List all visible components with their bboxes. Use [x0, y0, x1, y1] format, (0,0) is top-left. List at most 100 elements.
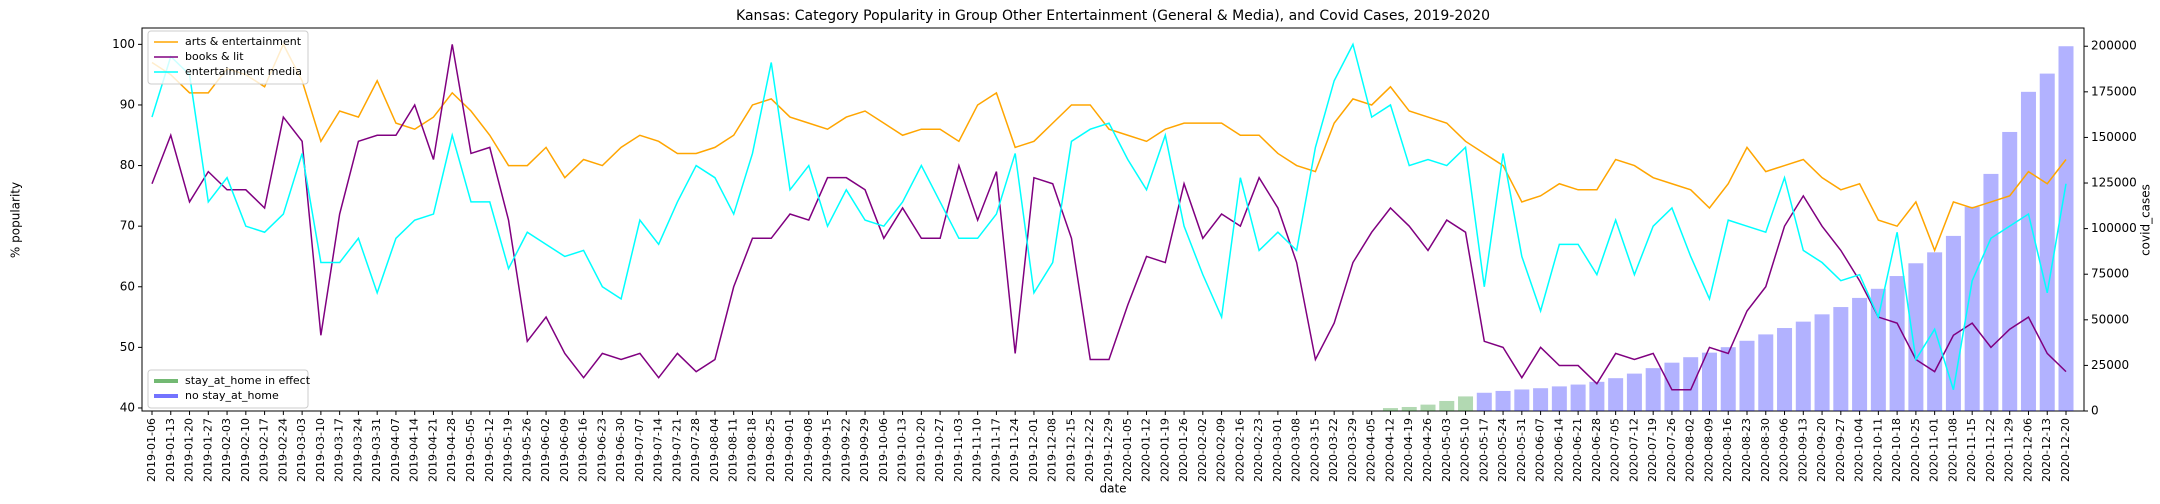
- x-tick-label: 2019-03-03: [295, 418, 308, 482]
- legend-label: arts & entertainment: [185, 35, 302, 48]
- bar: [1777, 328, 1793, 411]
- bar: [1983, 173, 1999, 411]
- x-tick-label: 2019-06-02: [539, 418, 552, 482]
- line: [151, 42, 2067, 253]
- bar: [1964, 206, 1980, 411]
- bar: [1814, 314, 1830, 411]
- bar: [1701, 352, 1717, 411]
- y2-tick-label: 125000: [2091, 176, 2137, 190]
- x-tick-label: 2020-09-06: [1778, 418, 1791, 482]
- x-tick-label: 2020-10-04: [1853, 418, 1866, 482]
- x-tick-label: 2019-01-20: [183, 418, 196, 482]
- x-tick-label: 2020-02-16: [1233, 418, 1246, 482]
- legend-label: books & lit: [185, 50, 244, 63]
- x-tick-label: 2020-02-23: [1252, 418, 1265, 482]
- x-tick-label: 2020-11-08: [1946, 418, 1959, 482]
- bar: [1739, 340, 1755, 411]
- x-tick-label: 2020-10-18: [1890, 418, 1903, 482]
- y-tick-label: 70: [120, 219, 135, 233]
- bar: [2058, 46, 2074, 411]
- y-tick-label: 60: [120, 279, 135, 293]
- x-tick-label: 2019-11-24: [1008, 418, 1021, 482]
- x-tick-label: 2019-09-29: [858, 418, 871, 482]
- x-tick-label: 2020-01-26: [1177, 418, 1190, 482]
- bar: [1758, 334, 1774, 411]
- bar: [1382, 408, 1398, 411]
- x-tick-label: 2019-08-04: [708, 418, 721, 482]
- y2-tick-label: 175000: [2091, 84, 2137, 98]
- x-tick-label: 2019-12-08: [1046, 418, 1059, 482]
- bar: [1645, 368, 1661, 411]
- x-tick-label: 2020-07-19: [1646, 418, 1659, 482]
- x-tick-label: 2019-04-21: [426, 418, 439, 482]
- x-axis-label: date: [1099, 482, 1126, 496]
- bar: [1533, 388, 1549, 411]
- x-tick-label: 2019-02-03: [220, 418, 233, 482]
- x-tick-label: 2019-03-17: [333, 418, 346, 482]
- x-tick-label: 2020-08-09: [1702, 418, 1715, 482]
- x-tick-label: 2019-09-01: [783, 418, 796, 482]
- y-tick-label: 50: [120, 340, 135, 354]
- legend-lines: [147, 30, 309, 85]
- x-tick-label: 2020-12-13: [2040, 418, 2053, 482]
- x-tick-label: 2019-03-31: [370, 418, 383, 482]
- x-tick-label: 2020-01-19: [1158, 418, 1171, 482]
- x-tick-label: 2019-03-24: [351, 418, 364, 482]
- x-tick-label: 2019-09-22: [839, 418, 852, 482]
- x-tick-label: 2020-11-22: [1984, 418, 1997, 482]
- x-tick-label: 2020-12-20: [2059, 418, 2072, 482]
- y2-tick-label: 0: [2091, 404, 2099, 418]
- x-tick-label: 2020-02-02: [1196, 418, 1209, 482]
- x-tick-label: 2020-05-10: [1459, 418, 1472, 482]
- y-axis-label: % popularity: [9, 182, 23, 258]
- line: [151, 42, 2067, 391]
- x-tick-label: 2020-05-31: [1515, 418, 1528, 482]
- x-tick-label: 2019-04-07: [389, 418, 402, 482]
- bar: [1852, 297, 1868, 411]
- x-tick-label: 2020-11-15: [1965, 418, 1978, 482]
- x-tick-label: 2019-12-15: [1064, 418, 1077, 482]
- x-tick-label: 2019-11-17: [989, 418, 1002, 482]
- legend-bars: [147, 369, 309, 409]
- x-tick-label: 2019-05-26: [520, 418, 533, 482]
- x-tick-label: 2019-05-12: [483, 418, 496, 482]
- x-tick-label: 2020-09-27: [1834, 418, 1847, 482]
- x-tick-label: 2020-03-01: [1271, 418, 1284, 482]
- bar: [1870, 288, 1886, 411]
- x-tick-label: 2019-12-22: [1083, 418, 1096, 482]
- bar: [1439, 400, 1455, 411]
- x-tick-label: 2019-01-06: [145, 418, 158, 482]
- bar: [1908, 263, 1924, 411]
- x-tick-label: 2019-08-18: [745, 418, 758, 482]
- x-tick-label: 2019-11-10: [971, 418, 984, 482]
- y-tick-label: 100: [112, 37, 135, 51]
- x-tick-label: 2020-05-03: [1440, 418, 1453, 482]
- x-tick-label: 2019-09-15: [821, 418, 834, 482]
- x-tick-label: 2019-01-13: [164, 418, 177, 482]
- x-tick-label: 2020-08-02: [1684, 418, 1697, 482]
- x-tick-label: 2019-10-06: [877, 418, 890, 482]
- x-tick-label: 2019-04-28: [445, 418, 458, 482]
- x-tick-label: 2019-05-05: [464, 418, 477, 482]
- bar: [1833, 307, 1849, 411]
- bar: [1476, 392, 1492, 411]
- x-tick-label: 2019-01-27: [201, 418, 214, 482]
- x-tick-label: 2020-09-13: [1796, 418, 1809, 482]
- bar: [1945, 235, 1961, 411]
- x-tick-label: 2020-11-01: [1928, 418, 1941, 482]
- x-tick-label: 2019-10-13: [896, 418, 909, 482]
- x-tick-label: 2019-08-25: [764, 418, 777, 482]
- x-tick-label: 2020-09-20: [1815, 418, 1828, 482]
- x-tick-label: 2019-12-01: [1027, 418, 1040, 482]
- x-tick-label: 2020-03-22: [1327, 418, 1340, 482]
- legend-label: no stay_at_home: [185, 389, 279, 402]
- y2-tick-label: 50000: [2091, 312, 2129, 326]
- x-tick-label: 2019-07-28: [689, 418, 702, 482]
- x-tick-label: 2019-08-11: [727, 418, 740, 482]
- x-tick-label: 2020-08-16: [1721, 418, 1734, 482]
- bar: [1401, 406, 1417, 411]
- x-tick-label: 2020-03-08: [1290, 418, 1303, 482]
- x-tick-label: 2020-06-21: [1571, 418, 1584, 482]
- bar: [1683, 357, 1699, 411]
